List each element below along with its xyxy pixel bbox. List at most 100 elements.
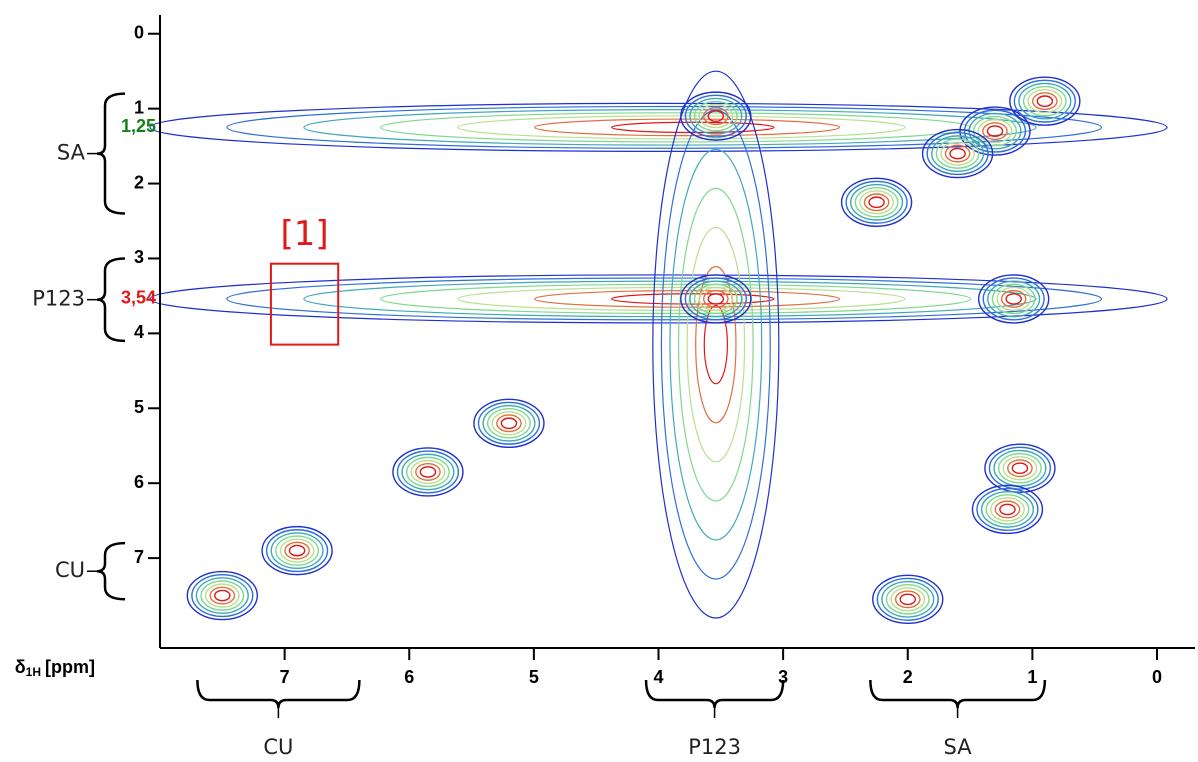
peak-contour (921, 128, 994, 179)
peak-contour (689, 97, 743, 135)
contours (149, 70, 1168, 625)
ridge-contour (380, 112, 972, 143)
peak-contour (935, 138, 980, 169)
box-label: [1] (280, 214, 328, 254)
ridge-contour (610, 293, 775, 305)
peak-contour (209, 586, 236, 605)
bracket-label: CU (55, 558, 85, 582)
peak-contour (200, 580, 245, 611)
peak (707, 293, 725, 305)
peak-contour (702, 107, 729, 126)
peak-contour (977, 118, 1013, 144)
peak-contour (702, 289, 729, 308)
peak-label: 1,25 (121, 116, 156, 136)
peak-contour (982, 122, 1008, 141)
ridge-contour (669, 148, 763, 541)
peak-contour (944, 144, 971, 163)
peak-contour (204, 583, 240, 608)
peak-contour (410, 459, 446, 485)
x-tick-label: 3 (778, 667, 788, 687)
peak (868, 196, 885, 209)
peak-contour (1007, 459, 1033, 478)
peak-contour (971, 484, 1044, 535)
y-tick-label: 1 (134, 97, 144, 117)
peak-contour (1013, 79, 1076, 123)
peak-contour (1027, 89, 1063, 114)
x-axis-label: δ1H [ppm] (15, 657, 95, 679)
ridge-contour (149, 102, 1168, 152)
y-tick-label: 4 (134, 322, 144, 342)
peak-contour (876, 577, 939, 621)
bracket (196, 679, 361, 709)
peak-contour (854, 187, 899, 218)
peak-contour (994, 500, 1021, 519)
peak-contour (976, 487, 1039, 531)
ridge-contour (686, 226, 746, 463)
peak-contour (693, 283, 738, 315)
bracket (869, 679, 1047, 709)
peak (1005, 293, 1022, 305)
peak-contour (845, 180, 908, 224)
y-tick-label: 5 (134, 397, 144, 417)
ridge-contour (695, 265, 737, 424)
peak-contour (186, 570, 259, 621)
peak-contour (415, 462, 441, 481)
peak-contour (973, 115, 1017, 147)
ridge-contour (677, 187, 754, 502)
y-tick-label: 7 (134, 547, 144, 567)
peak-contour (680, 91, 752, 141)
bracket (96, 92, 126, 215)
highlight-box (269, 262, 340, 346)
peak-label: 3,54 (121, 288, 156, 308)
ridge-contour (380, 283, 972, 315)
ridge-contour (149, 274, 1168, 324)
x-tick-label: 4 (653, 667, 663, 687)
peak-contour (931, 135, 985, 173)
peak-contour (689, 280, 743, 318)
ridge-contour (226, 277, 1103, 321)
peak (500, 417, 518, 430)
bracket-label: P123 (32, 287, 85, 311)
peak-contour (698, 104, 734, 129)
peak-contour (392, 447, 464, 497)
ridge-contour (703, 304, 728, 385)
peak-contour (959, 106, 1031, 156)
peak-contour (977, 274, 1050, 324)
peak-contour (993, 449, 1047, 487)
peak-contour (872, 574, 944, 625)
peak-contour (270, 532, 324, 570)
bracket (644, 679, 785, 709)
peak-contour (684, 94, 747, 138)
peak-contour (1000, 289, 1027, 308)
peak-contour (990, 497, 1025, 522)
ridge-contour (652, 70, 780, 619)
y-tick-label: 6 (134, 472, 144, 492)
peak-contour (195, 577, 249, 614)
peak-contour (405, 456, 450, 488)
peak-contour (840, 177, 913, 227)
peak-contour (881, 580, 935, 618)
x-label-subscript: 1H (26, 665, 41, 679)
x-tick-label: 2 (903, 667, 913, 687)
peak-contour (477, 401, 541, 445)
peak-contour (265, 529, 329, 573)
peak-contour (684, 277, 747, 321)
peak-contour (997, 452, 1042, 484)
peak-contour (482, 404, 536, 442)
peak (288, 544, 306, 557)
x-tick-label: 0 (1152, 667, 1162, 687)
peak-contour (991, 283, 1036, 315)
peak-contour (261, 525, 333, 576)
peak-contour (284, 541, 310, 560)
peak-contour (279, 538, 315, 563)
ridge-contour (303, 280, 1037, 318)
peak-contour (275, 535, 320, 566)
peak-contour (1022, 85, 1067, 117)
y-tick-label: 0 (134, 22, 144, 42)
ridge-contour (226, 105, 1103, 149)
peak-contour (693, 100, 738, 132)
peak-contour (988, 446, 1052, 490)
peak-contour (885, 584, 930, 615)
peak-contour (984, 443, 1056, 493)
